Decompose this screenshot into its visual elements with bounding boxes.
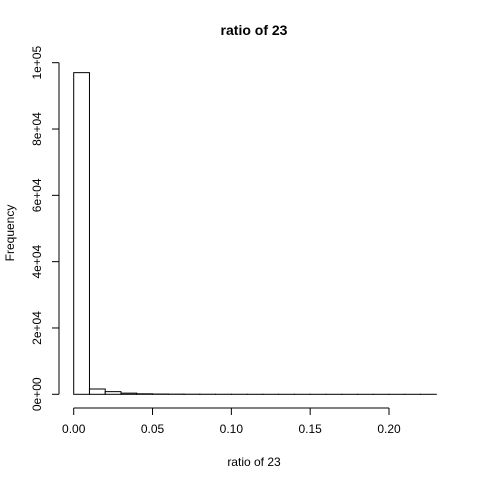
bars-group bbox=[73, 72, 437, 395]
y-axis-label: Frequency bbox=[3, 205, 17, 262]
y-tick-label: 2e+04 bbox=[30, 311, 44, 345]
x-tick-label: 0.20 bbox=[377, 422, 401, 436]
x-axis-label: ratio of 23 bbox=[227, 455, 281, 469]
x-axis: 0.00 0.05 0.10 0.15 0.20 bbox=[62, 407, 401, 436]
x-tick-label: 0.05 bbox=[141, 422, 165, 436]
x-tick-label: 0.15 bbox=[298, 422, 322, 436]
histogram-bar bbox=[88, 388, 106, 395]
x-tick-label: 0.00 bbox=[62, 422, 86, 436]
y-tick-label: 4e+04 bbox=[30, 244, 44, 278]
y-axis: 0e+00 2e+04 4e+04 6e+04 8e+04 1e+05 bbox=[30, 46, 60, 411]
y-tick-label: 6e+04 bbox=[30, 178, 44, 212]
histogram-bar bbox=[104, 391, 122, 395]
y-tick-label: 8e+04 bbox=[30, 112, 44, 146]
x-tick-label: 0.10 bbox=[220, 422, 244, 436]
y-tick-label: 0e+00 bbox=[30, 377, 44, 411]
chart-title: ratio of 23 bbox=[221, 22, 288, 38]
histogram-bar bbox=[73, 72, 90, 395]
y-tick-label: 1e+05 bbox=[30, 46, 44, 80]
histogram-bar bbox=[120, 392, 138, 395]
